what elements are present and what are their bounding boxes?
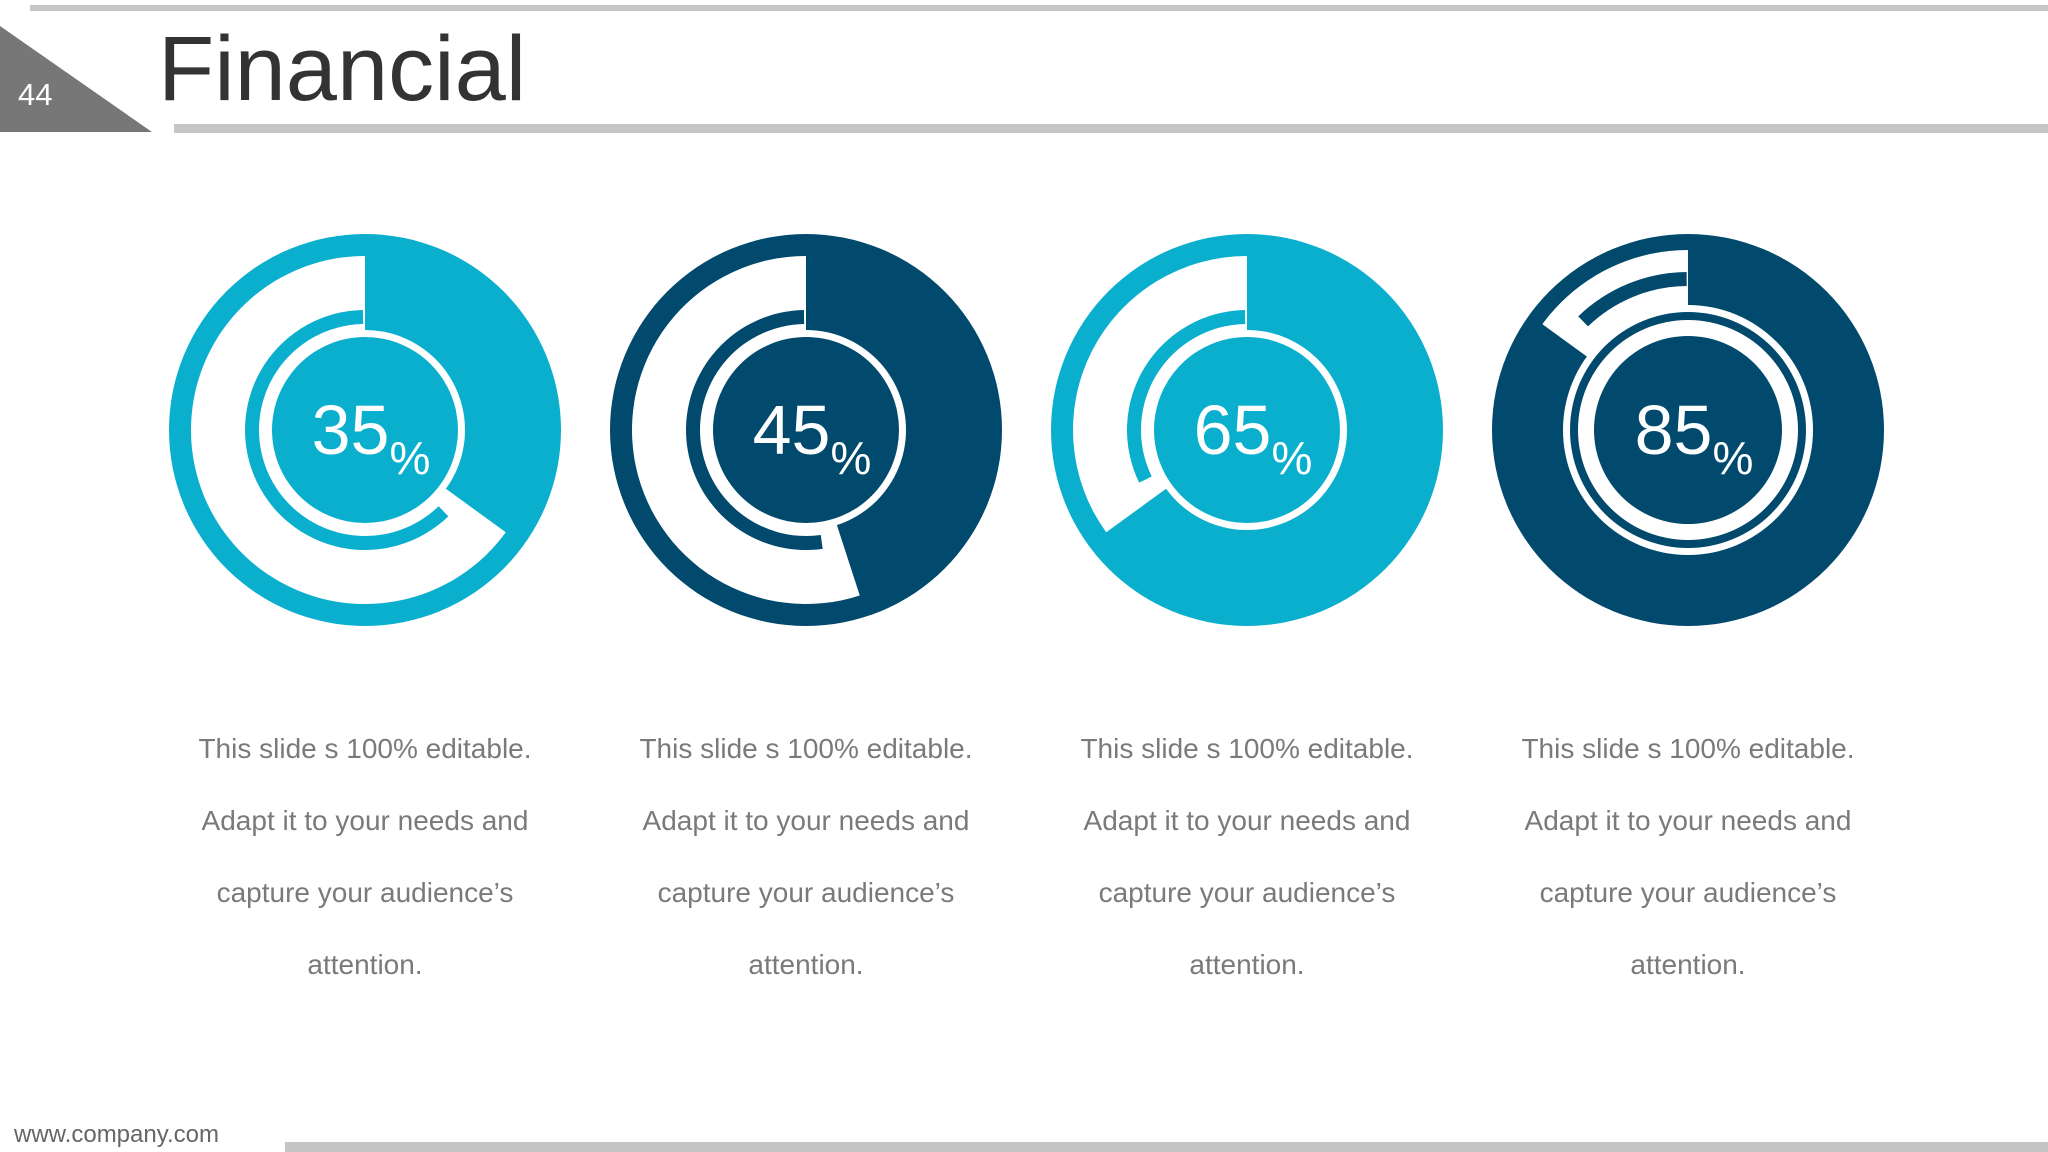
gauge-description: This slide s 100% editable. Adapt it to y… bbox=[1037, 713, 1457, 1001]
gauge-description-line: Adapt it to your needs and bbox=[201, 805, 529, 836]
gauge-description-line: capture your audience’s bbox=[1539, 877, 1837, 908]
page-number-tab-shape bbox=[0, 26, 152, 132]
gauge-value-number: 65 bbox=[1193, 391, 1272, 469]
gauge-3 bbox=[1051, 234, 1443, 626]
gauge-value-number: 45 bbox=[752, 391, 831, 469]
gauge-center-disc bbox=[1594, 336, 1782, 524]
page-number: 44 bbox=[18, 77, 53, 112]
footer-url: www.company.com bbox=[14, 1121, 219, 1148]
gauge-value-label: 65% bbox=[1153, 390, 1353, 481]
gauge-description-line: capture your audience’s bbox=[216, 877, 514, 908]
gauge-inner-arc bbox=[1127, 310, 1246, 483]
gauge-value-percent-sign: % bbox=[1712, 432, 1754, 484]
gauge-description: This slide s 100% editable. Adapt it to y… bbox=[596, 713, 1016, 1001]
gauge-remainder-arc bbox=[1578, 272, 1687, 327]
gauge-value-number: 35 bbox=[311, 391, 390, 469]
top-rule bbox=[30, 5, 2048, 11]
gauge-description-line: This slide s 100% editable. bbox=[198, 733, 532, 764]
gauge-description-line: attention. bbox=[1189, 949, 1305, 980]
gauge-inner-arc bbox=[245, 310, 449, 550]
gauge-2 bbox=[610, 234, 1002, 626]
gauge-description-line: This slide s 100% editable. bbox=[1521, 733, 1855, 764]
gauge-center-disc bbox=[713, 337, 899, 523]
bottom-rule bbox=[285, 1142, 2048, 1152]
slide-title: Financial bbox=[158, 18, 527, 120]
title-rule bbox=[174, 124, 2048, 133]
gauge-description-line: capture your audience’s bbox=[1098, 877, 1396, 908]
gauge-1 bbox=[169, 234, 561, 626]
gauge-description-line: This slide s 100% editable. bbox=[1080, 733, 1414, 764]
gauge-description-line: Adapt it to your needs and bbox=[1083, 805, 1411, 836]
gauge-center-disc bbox=[272, 337, 458, 523]
gauge-value-percent-sign: % bbox=[1271, 432, 1313, 484]
gauge-description-line: capture your audience’s bbox=[657, 877, 955, 908]
page-number-tab bbox=[0, 26, 152, 132]
gauge-description-line: attention. bbox=[1630, 949, 1746, 980]
gauge-4 bbox=[1492, 234, 1884, 626]
gauge-description-line: attention. bbox=[307, 949, 423, 980]
gauge-value-label: 45% bbox=[712, 390, 912, 481]
gauge-description-line: attention. bbox=[748, 949, 864, 980]
gauge-value-label: 85% bbox=[1594, 390, 1794, 481]
gauge-description: This slide s 100% editable. Adapt it to y… bbox=[155, 713, 575, 1001]
gauge-description: This slide s 100% editable. Adapt it to y… bbox=[1478, 713, 1898, 1001]
gauge-description-line: Adapt it to your needs and bbox=[642, 805, 970, 836]
gauge-value-label: 35% bbox=[271, 390, 471, 481]
gauge-value-percent-sign: % bbox=[389, 432, 431, 484]
gauge-value-percent-sign: % bbox=[830, 432, 872, 484]
gauge-center-disc bbox=[1154, 337, 1340, 523]
gauge-description-line: This slide s 100% editable. bbox=[639, 733, 973, 764]
gauge-description-line: Adapt it to your needs and bbox=[1524, 805, 1852, 836]
gauge-value-number: 85 bbox=[1634, 391, 1713, 469]
